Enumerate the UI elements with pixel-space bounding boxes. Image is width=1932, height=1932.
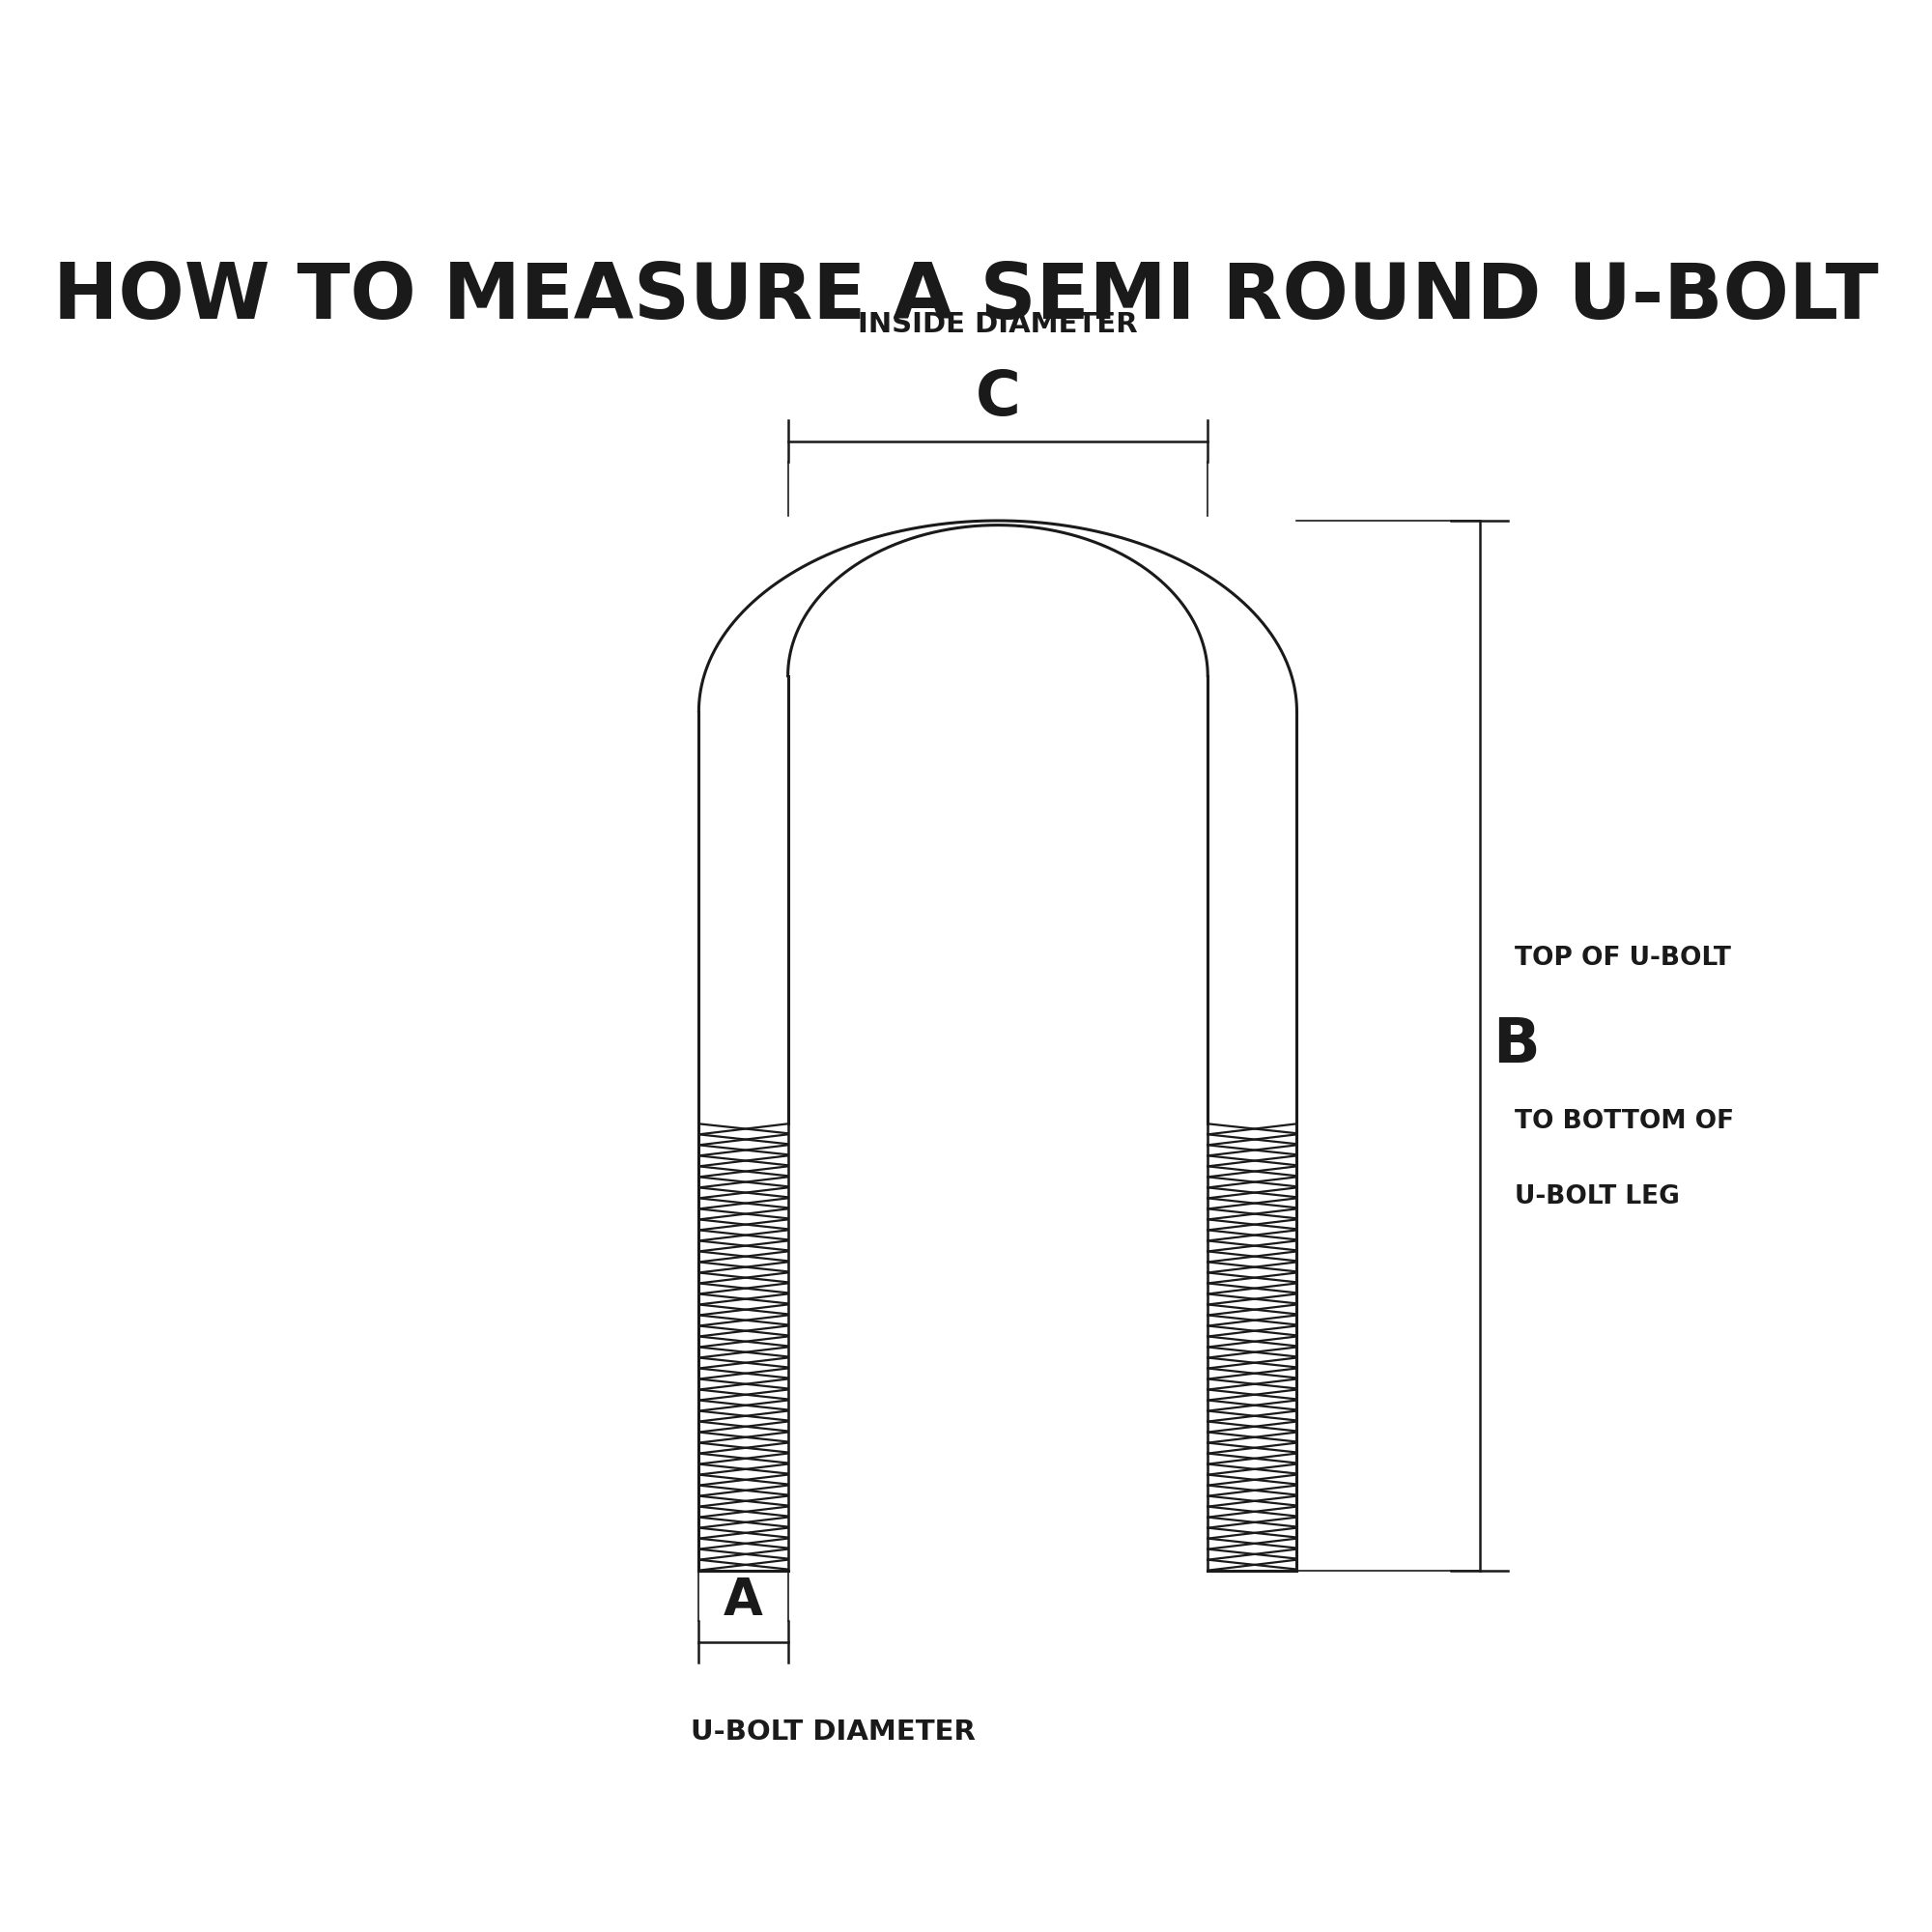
Text: U-BOLT LEG: U-BOLT LEG xyxy=(1515,1184,1679,1209)
Text: A: A xyxy=(724,1577,763,1627)
Text: U-BOLT DIAMETER: U-BOLT DIAMETER xyxy=(692,1718,976,1745)
Text: B: B xyxy=(1492,1016,1540,1076)
Text: TO BOTTOM OF: TO BOTTOM OF xyxy=(1515,1109,1735,1134)
Text: INSIDE DIAMETER: INSIDE DIAMETER xyxy=(858,311,1138,338)
Text: C: C xyxy=(976,369,1020,429)
Text: TOP OF U-BOLT: TOP OF U-BOLT xyxy=(1515,945,1731,970)
Text: HOW TO MEASURE A SEMI ROUND U-BOLT: HOW TO MEASURE A SEMI ROUND U-BOLT xyxy=(54,261,1878,336)
